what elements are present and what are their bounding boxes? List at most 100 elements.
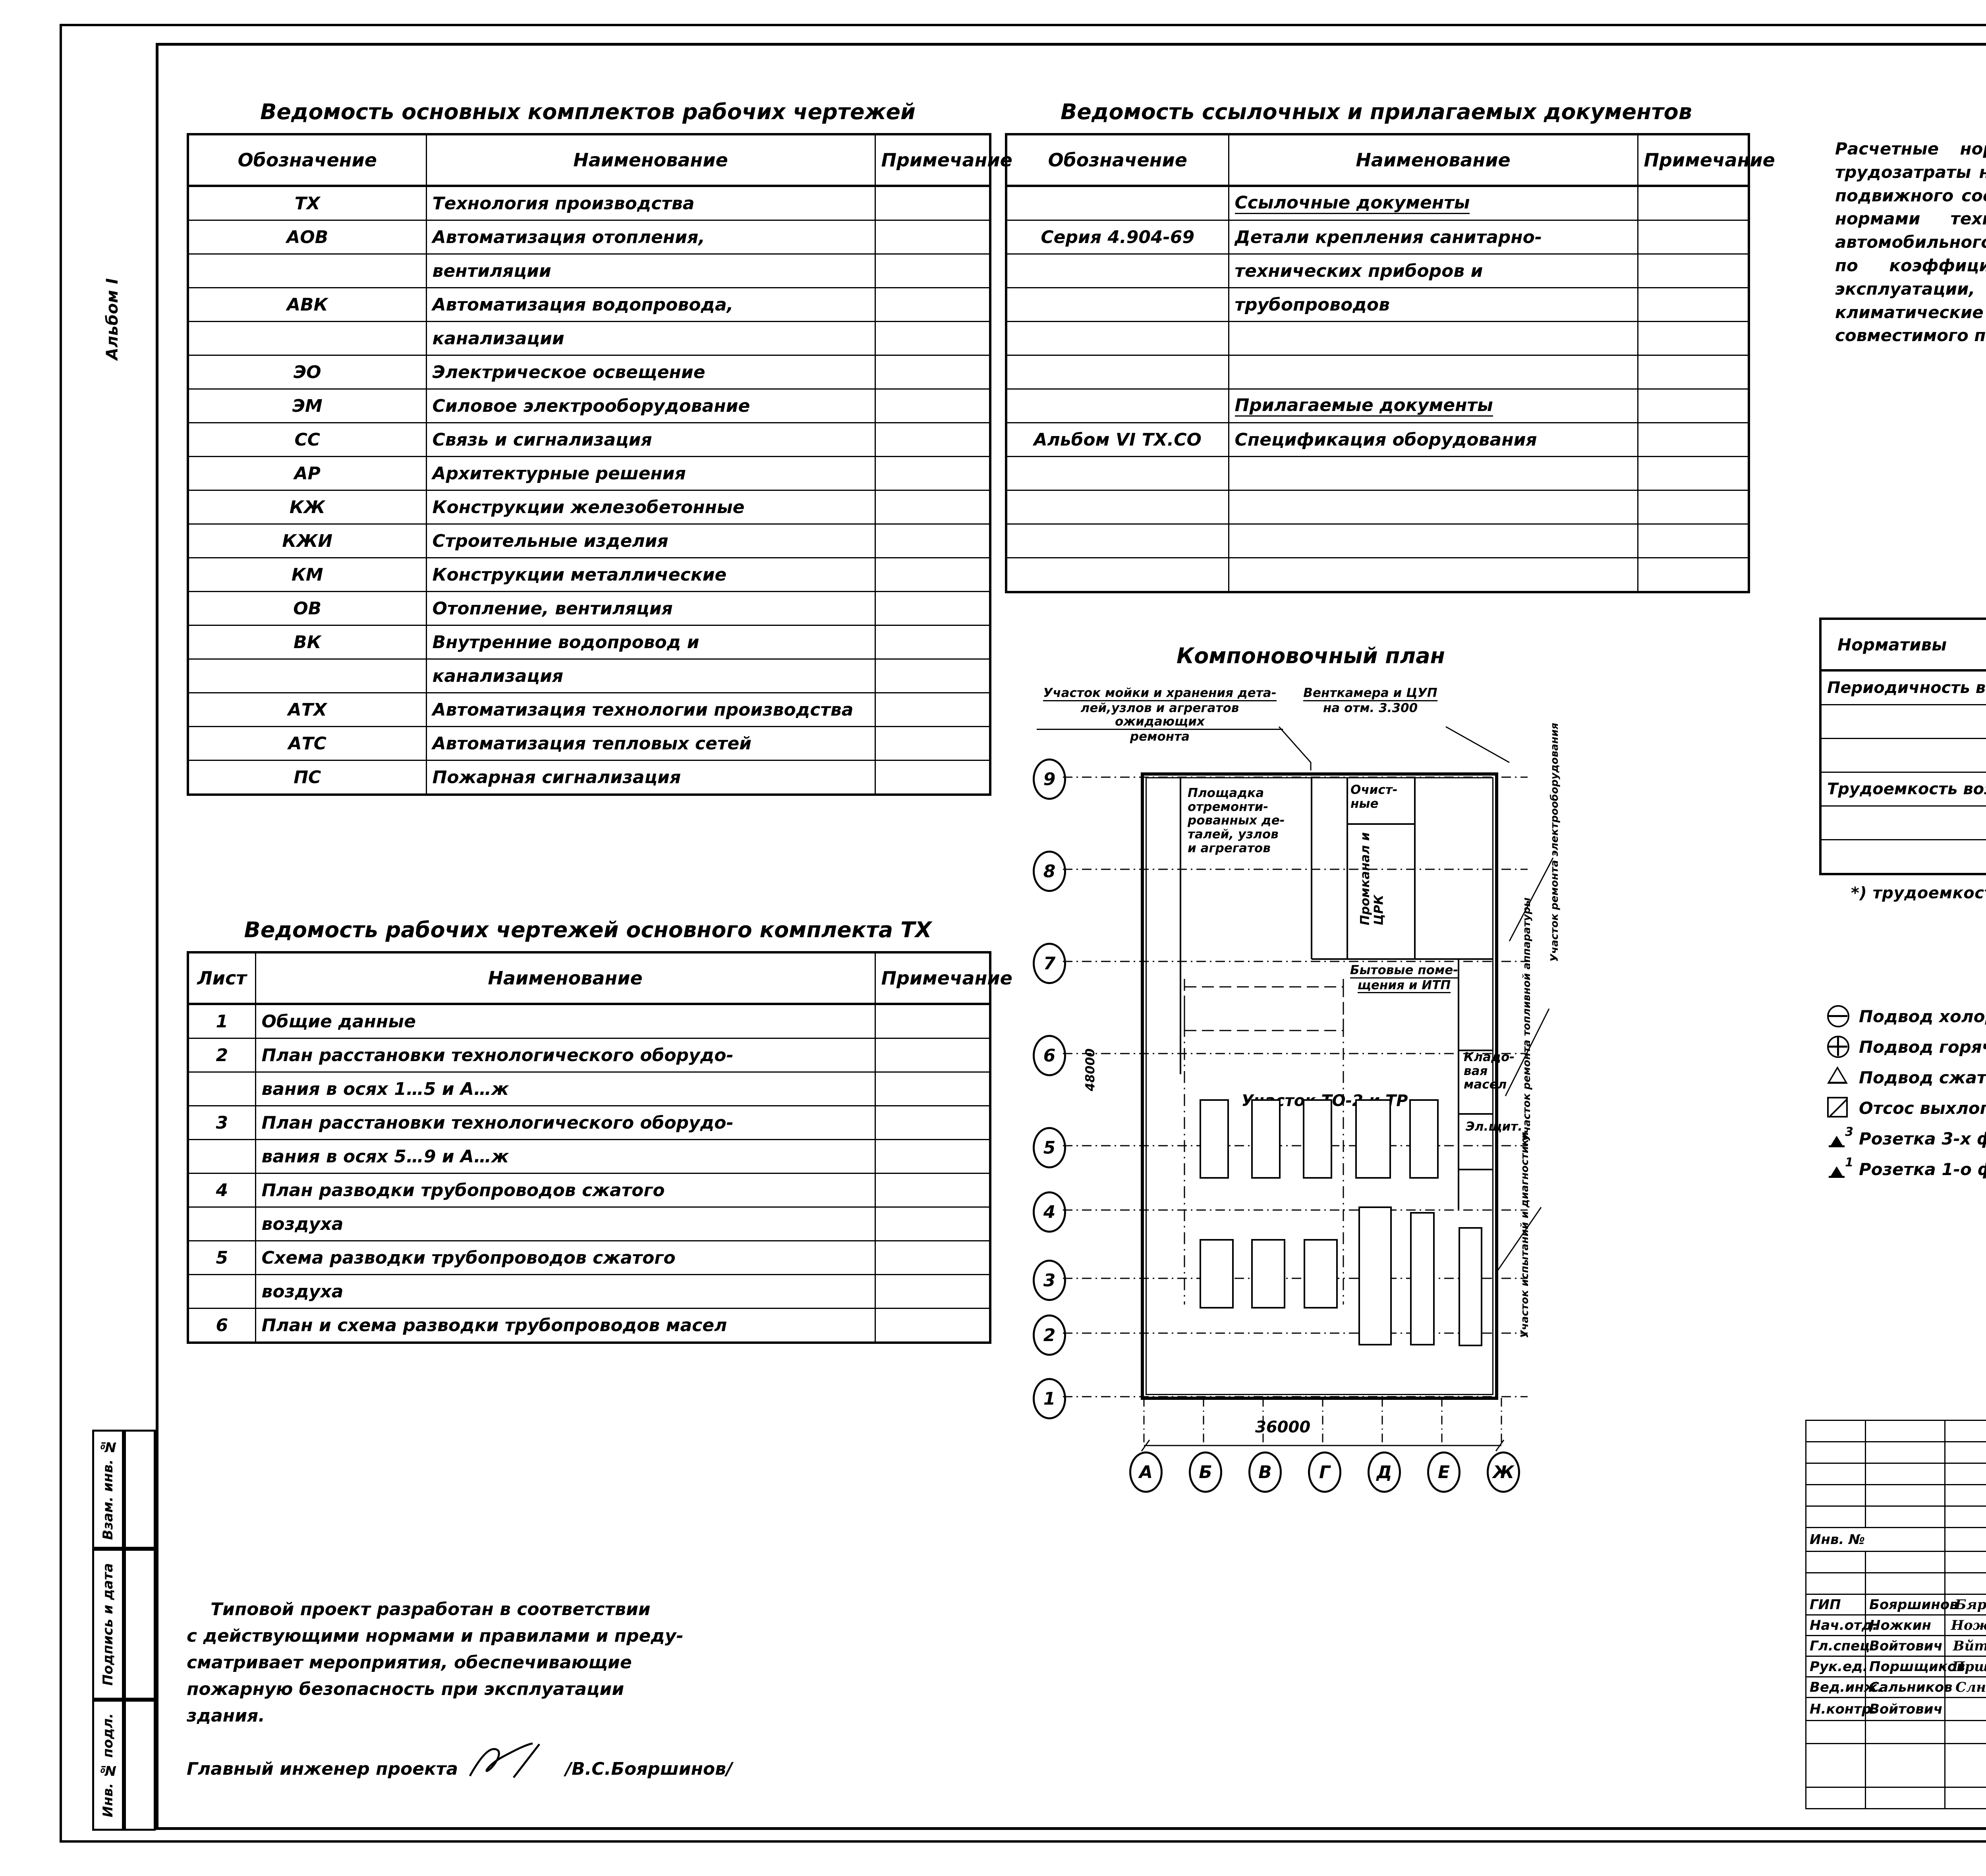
table-row bbox=[1005, 456, 1750, 491]
table-cell: Электрическое освещение bbox=[425, 355, 876, 390]
table-cell: воздуха bbox=[255, 1274, 876, 1309]
bottom-note-line: здания. bbox=[187, 1705, 265, 1726]
table-cell bbox=[1005, 456, 1229, 491]
table-row: 5 Схема разводки трубопроводов сжатого bbox=[187, 1240, 991, 1275]
table-cell bbox=[1637, 185, 1750, 221]
table-cell bbox=[187, 321, 427, 356]
role-name-5: Войтович bbox=[1865, 1697, 1945, 1721]
table-cell bbox=[1637, 220, 1750, 255]
table-cell bbox=[874, 692, 991, 727]
equipment-box bbox=[1200, 1099, 1229, 1179]
table-cell bbox=[874, 523, 991, 558]
table-row: Серия 4.904-69 Детали крепления санитарно… bbox=[1005, 220, 1750, 255]
table-cell bbox=[1637, 355, 1750, 390]
axis-circle-1: 1 bbox=[1033, 1378, 1066, 1419]
table-tx-sheets: Ведомость рабочих чертежей основного ком… bbox=[187, 917, 1012, 1344]
table-cell bbox=[874, 1071, 991, 1106]
general-instructions: Общие указания Расчетные нормативы: норм… bbox=[1835, 105, 1986, 347]
role-name-3: Поршщиков bbox=[1865, 1656, 1965, 1677]
table-cell: Серия 4.904-69 bbox=[1005, 220, 1229, 255]
table-cell bbox=[187, 1139, 256, 1174]
table-cell: Альбом VI ТХ.СО bbox=[1005, 422, 1229, 457]
table-cell bbox=[874, 287, 991, 322]
table-cell: Отопление, вентиляция bbox=[425, 591, 876, 626]
table-row: 2 План расстановки технологического обору… bbox=[187, 1038, 991, 1073]
table-cell bbox=[1228, 523, 1638, 558]
table-cell bbox=[1228, 490, 1638, 525]
role-label-0: ГИП bbox=[1805, 1594, 1866, 1615]
column-header: Обозначение bbox=[187, 133, 427, 187]
table-row: КЖИ Строительные изделия bbox=[187, 523, 991, 558]
lm-blank-1 bbox=[124, 1549, 156, 1700]
table-row: АТХ Автоматизация технологии производства bbox=[187, 692, 991, 727]
norm-label: Периодичность воздействий, км bbox=[1820, 670, 1986, 705]
role-sign-0: Бяр bbox=[1944, 1594, 1986, 1615]
table-cell bbox=[874, 1308, 991, 1343]
table-cell: 5 bbox=[187, 1240, 256, 1275]
sheet-inner-border bbox=[156, 43, 1986, 1830]
legend-item: 1 Розетка 1-о фазного переменного тока bbox=[1827, 1156, 1986, 1180]
table-header-row: Обозначение Наименование Примечание bbox=[1005, 133, 1775, 187]
role-name-1: Ножкин bbox=[1865, 1614, 1945, 1636]
table-cell: канализации bbox=[425, 321, 876, 356]
axis-circle-G: Г bbox=[1308, 1451, 1341, 1493]
table-cell bbox=[1005, 523, 1229, 558]
axis-circle-4: 4 bbox=[1033, 1191, 1066, 1233]
table-cell bbox=[1637, 523, 1750, 558]
table-cell bbox=[187, 1274, 256, 1309]
table-cell bbox=[874, 456, 991, 491]
table-cell: 2 bbox=[187, 1038, 256, 1073]
table-cell: Строительные изделия bbox=[425, 523, 876, 558]
table-row: канализации bbox=[187, 321, 991, 356]
table-header-row: Обозначение Наименование Примечание bbox=[187, 133, 1012, 187]
table-cell bbox=[874, 591, 991, 626]
table-main-sets: Ведомость основных комплектов рабочих че… bbox=[187, 99, 1012, 796]
table-cell bbox=[874, 760, 991, 795]
table-cell bbox=[874, 1206, 991, 1241]
table-cell: ТХ bbox=[187, 185, 427, 221]
calc-norms-table: Расчетные нормативы НормативыЗИЛ-130КамА… bbox=[1819, 584, 1986, 902]
table-cell: Детали крепления санитарно- bbox=[1228, 220, 1638, 255]
table-cell bbox=[187, 253, 427, 288]
legend-item-label: Отсос выхлопных газов bbox=[1859, 1098, 1986, 1118]
table-row bbox=[1005, 355, 1750, 390]
table-cell: воздуха bbox=[255, 1206, 876, 1241]
table-reference-docs: Ведомость ссылочных и прилагаемых докуме… bbox=[1005, 99, 1775, 593]
table-row: Периодичность воздействий, км bbox=[1820, 670, 1986, 705]
table-cell: Автоматизация технологии производства bbox=[425, 692, 876, 727]
table-cell bbox=[874, 185, 991, 221]
table-cell bbox=[874, 1240, 991, 1275]
equipment-box bbox=[1410, 1212, 1435, 1345]
table-tx-sheets-caption: Ведомость рабочих чертежей основного ком… bbox=[244, 917, 932, 942]
title-block: Привязан Инв. № ГИП Бояршинов Бяр bbox=[1805, 1420, 1986, 1809]
legend-item-label: Подвод холодной воды и отвод в канализац… bbox=[1859, 1006, 1986, 1026]
room-label-el-panel: Эл.щит. bbox=[1466, 1119, 1522, 1134]
table-row: АОВ Автоматизация отопления, bbox=[187, 220, 991, 255]
table-row: Ссылочные документы bbox=[1005, 185, 1750, 221]
table-cell: АТХ bbox=[187, 692, 427, 727]
table-cell bbox=[187, 1071, 256, 1106]
table-cell bbox=[1637, 557, 1750, 593]
inv-label: Инв. № bbox=[1805, 1527, 1945, 1552]
axis-circle-6: 6 bbox=[1033, 1035, 1066, 1076]
bottom-note-line: пожарную безопасность при эксплуатации bbox=[187, 1679, 624, 1699]
table-cell: План расстановки технологического оборуд… bbox=[255, 1105, 876, 1140]
column-header: Примечание bbox=[874, 952, 1012, 1005]
table-cell: вания в осях 5…9 и А…ж bbox=[255, 1139, 876, 1174]
axis-circle-2: 2 bbox=[1033, 1314, 1066, 1356]
role-label-3: Рук.ед. bbox=[1805, 1656, 1868, 1677]
norm-label: КР bbox=[1820, 738, 1986, 773]
equipment-box bbox=[1251, 1239, 1285, 1309]
table-row: 6 План и схема разводки трубопроводов мас… bbox=[187, 1308, 991, 1343]
socket-1phase-icon: 1 bbox=[1827, 1156, 1853, 1180]
general-instructions-body: Расчетные нормативы: нормы межремонтных … bbox=[1835, 139, 1986, 345]
role-sign-3: Прщ bbox=[1944, 1656, 1986, 1677]
lm-cell-0: Взам. инв. № bbox=[92, 1430, 124, 1549]
table-cell bbox=[187, 658, 427, 693]
table-row: Прилагаемые документы bbox=[1005, 388, 1750, 423]
table-row: воздуха bbox=[187, 1206, 991, 1241]
lm-blank-0 bbox=[124, 1430, 156, 1549]
table-cell: ЭМ bbox=[187, 388, 427, 423]
axis-circle-A: А bbox=[1129, 1451, 1163, 1493]
